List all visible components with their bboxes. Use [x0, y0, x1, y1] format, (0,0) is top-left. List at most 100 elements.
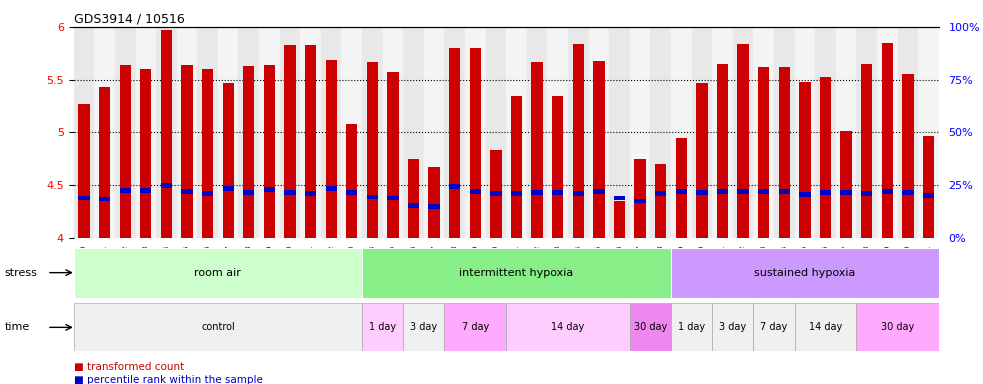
Bar	[403, 27, 424, 238]
Bar	[362, 27, 382, 238]
Text: 14 day: 14 day	[809, 322, 842, 333]
Bar	[794, 303, 856, 351]
Bar	[779, 67, 790, 238]
Bar	[861, 64, 872, 238]
Bar	[99, 197, 110, 201]
Bar	[320, 27, 341, 238]
Bar	[717, 189, 728, 194]
Text: 14 day: 14 day	[551, 322, 585, 333]
Bar	[243, 190, 255, 195]
Bar	[79, 104, 89, 238]
Bar	[613, 195, 625, 200]
Bar	[737, 189, 749, 194]
Bar	[305, 45, 317, 238]
Bar	[408, 203, 419, 208]
Text: 30 day: 30 day	[634, 322, 667, 333]
Bar	[362, 248, 671, 298]
Bar	[449, 184, 460, 189]
Bar	[655, 191, 666, 196]
Bar	[897, 27, 918, 238]
Text: GDS3914 / 10516: GDS3914 / 10516	[74, 13, 185, 26]
Bar	[429, 167, 439, 238]
Bar	[882, 189, 893, 194]
Bar	[429, 204, 439, 209]
Bar	[856, 27, 877, 238]
Bar	[573, 191, 584, 196]
Bar	[387, 72, 399, 238]
Bar	[260, 27, 280, 238]
Bar	[263, 187, 275, 192]
Bar	[506, 303, 630, 351]
Bar	[161, 183, 172, 188]
Bar	[923, 194, 934, 198]
Bar	[671, 248, 939, 298]
Bar	[758, 67, 770, 238]
Text: ■ transformed count: ■ transformed count	[74, 362, 184, 372]
Bar	[346, 190, 358, 195]
Bar	[444, 303, 506, 351]
Bar	[532, 62, 543, 238]
Bar	[470, 48, 481, 238]
Bar	[74, 248, 362, 298]
Text: control: control	[201, 322, 235, 333]
Bar	[120, 65, 131, 238]
Bar	[74, 27, 94, 238]
Bar	[732, 27, 753, 238]
Bar	[222, 83, 234, 238]
Bar	[284, 45, 296, 238]
Bar	[861, 191, 872, 196]
Bar	[79, 195, 89, 200]
Bar	[202, 69, 213, 238]
Bar	[753, 303, 794, 351]
Text: ■ percentile rank within the sample: ■ percentile rank within the sample	[74, 375, 262, 384]
Bar	[367, 195, 378, 199]
Bar	[675, 138, 687, 238]
Bar	[511, 96, 522, 238]
Bar	[856, 303, 939, 351]
Bar	[141, 69, 151, 238]
Bar	[594, 189, 605, 194]
Bar	[717, 64, 728, 238]
Text: 1 day: 1 day	[678, 322, 705, 333]
Bar	[902, 74, 913, 238]
Bar	[198, 27, 218, 238]
Bar	[408, 159, 419, 238]
Bar	[94, 27, 115, 238]
Text: intermittent hypoxia: intermittent hypoxia	[459, 268, 574, 278]
Bar	[671, 27, 692, 238]
Bar	[346, 124, 358, 238]
Bar	[387, 195, 399, 200]
Bar	[630, 303, 671, 351]
Bar	[794, 27, 815, 238]
Bar	[799, 82, 811, 238]
Bar	[840, 190, 851, 195]
Bar	[613, 201, 625, 238]
Text: sustained hypoxia: sustained hypoxia	[754, 268, 855, 278]
Bar	[156, 27, 177, 238]
Bar	[325, 186, 337, 191]
Bar	[713, 303, 753, 351]
Bar	[589, 27, 609, 238]
Bar	[815, 27, 836, 238]
Bar	[470, 189, 481, 194]
Bar	[836, 27, 856, 238]
Text: stress: stress	[5, 268, 37, 278]
Bar	[758, 189, 770, 194]
Bar	[527, 27, 548, 238]
Bar	[655, 164, 666, 238]
Bar	[280, 27, 300, 238]
Bar	[609, 27, 630, 238]
Bar	[902, 190, 913, 195]
Text: 3 day: 3 day	[410, 322, 437, 333]
Bar	[177, 27, 198, 238]
Bar	[568, 27, 589, 238]
Bar	[696, 190, 708, 195]
Bar	[305, 191, 317, 196]
Bar	[325, 60, 337, 238]
Text: 3 day: 3 day	[720, 322, 746, 333]
Bar	[243, 66, 255, 238]
Bar	[222, 186, 234, 191]
Bar	[552, 190, 563, 195]
Bar	[181, 65, 193, 238]
Bar	[218, 27, 239, 238]
